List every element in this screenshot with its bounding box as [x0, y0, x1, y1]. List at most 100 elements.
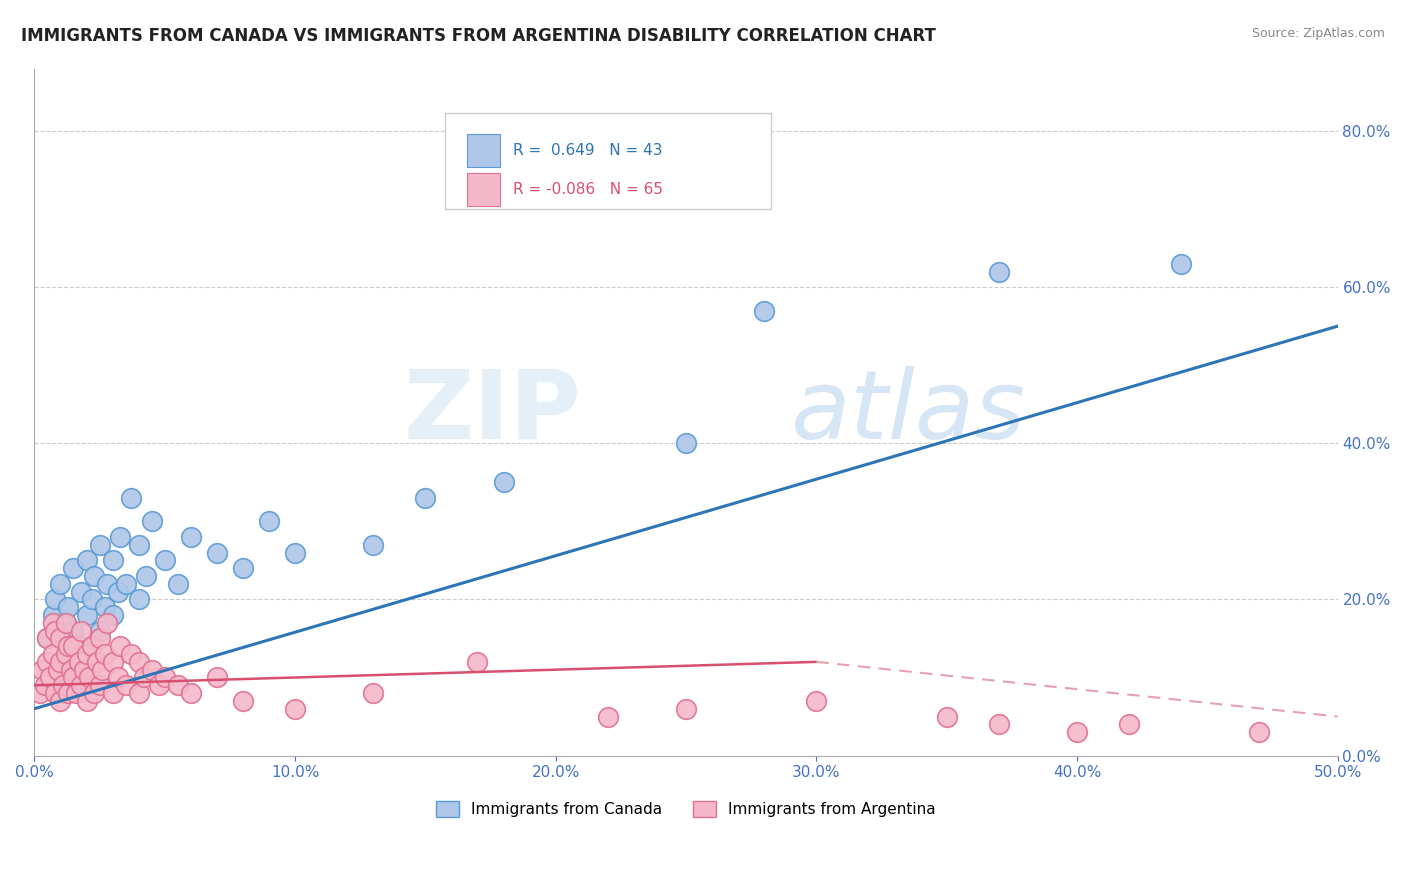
Point	[70, 624, 93, 638]
Point	[37, 632, 59, 646]
Point	[232, 694, 254, 708]
Point	[153, 671, 176, 685]
Point	[62, 671, 84, 685]
Point	[58, 600, 80, 615]
Point	[41, 615, 63, 630]
Bar	[467, 134, 499, 167]
Point	[44, 686, 66, 700]
Point	[1249, 725, 1271, 739]
Point	[91, 663, 114, 677]
Point	[361, 538, 384, 552]
Point	[180, 530, 202, 544]
Point	[67, 640, 90, 654]
Point	[73, 663, 96, 677]
Point	[128, 655, 150, 669]
Point	[70, 678, 93, 692]
Point	[96, 615, 118, 630]
Point	[62, 624, 84, 638]
Point	[28, 686, 51, 700]
Point	[59, 663, 82, 677]
Point	[128, 592, 150, 607]
Point	[55, 615, 77, 630]
Point	[62, 640, 84, 654]
Point	[205, 545, 228, 559]
Point	[128, 686, 150, 700]
Point	[76, 553, 98, 567]
Point	[94, 647, 117, 661]
FancyBboxPatch shape	[444, 113, 770, 210]
Point	[49, 576, 72, 591]
Point	[675, 702, 697, 716]
Point	[34, 678, 56, 692]
Point	[120, 647, 142, 661]
Point	[132, 671, 155, 685]
Point	[76, 608, 98, 623]
Point	[46, 663, 69, 677]
Point	[675, 436, 697, 450]
Point	[76, 647, 98, 661]
Point	[49, 694, 72, 708]
Point	[361, 686, 384, 700]
Point	[37, 655, 59, 669]
Point	[257, 514, 280, 528]
Point	[89, 632, 111, 646]
Text: Source: ZipAtlas.com: Source: ZipAtlas.com	[1251, 27, 1385, 40]
Point	[37, 632, 59, 646]
Point	[141, 663, 163, 677]
Point	[55, 647, 77, 661]
Point	[44, 624, 66, 638]
Point	[284, 545, 307, 559]
Bar	[467, 173, 499, 206]
Point	[80, 592, 103, 607]
Point	[166, 576, 188, 591]
Point	[55, 615, 77, 630]
Point	[49, 655, 72, 669]
Point	[1170, 257, 1192, 271]
Point	[180, 686, 202, 700]
Point	[31, 663, 53, 677]
Point	[987, 717, 1010, 731]
Point	[1118, 717, 1140, 731]
Text: R =  0.649   N = 43: R = 0.649 N = 43	[513, 143, 662, 158]
Point	[77, 671, 100, 685]
Point	[166, 678, 188, 692]
Point	[148, 678, 170, 692]
Point	[135, 569, 157, 583]
Point	[65, 686, 87, 700]
Point	[58, 640, 80, 654]
Point	[110, 640, 132, 654]
Point	[52, 678, 75, 692]
Point	[141, 514, 163, 528]
Point	[94, 600, 117, 615]
Point	[41, 608, 63, 623]
Point	[41, 647, 63, 661]
Point	[107, 584, 129, 599]
Point	[935, 709, 957, 723]
Text: atlas: atlas	[790, 366, 1025, 458]
Legend: Immigrants from Canada, Immigrants from Argentina: Immigrants from Canada, Immigrants from …	[430, 796, 942, 823]
Point	[110, 530, 132, 544]
Point	[120, 491, 142, 505]
Point	[89, 678, 111, 692]
Text: IMMIGRANTS FROM CANADA VS IMMIGRANTS FROM ARGENTINA DISABILITY CORRELATION CHART: IMMIGRANTS FROM CANADA VS IMMIGRANTS FRO…	[21, 27, 936, 45]
Point	[62, 561, 84, 575]
Point	[89, 624, 111, 638]
Point	[44, 592, 66, 607]
Point	[101, 686, 124, 700]
Point	[89, 538, 111, 552]
Point	[76, 694, 98, 708]
Point	[39, 671, 62, 685]
Point	[114, 678, 136, 692]
Point	[1066, 725, 1088, 739]
Point	[49, 671, 72, 685]
Point	[467, 655, 489, 669]
Point	[806, 694, 828, 708]
Point	[114, 576, 136, 591]
Point	[83, 569, 105, 583]
Point	[49, 632, 72, 646]
Point	[70, 584, 93, 599]
Text: ZIP: ZIP	[404, 366, 582, 458]
Point	[101, 655, 124, 669]
Point	[86, 655, 108, 669]
Point	[284, 702, 307, 716]
